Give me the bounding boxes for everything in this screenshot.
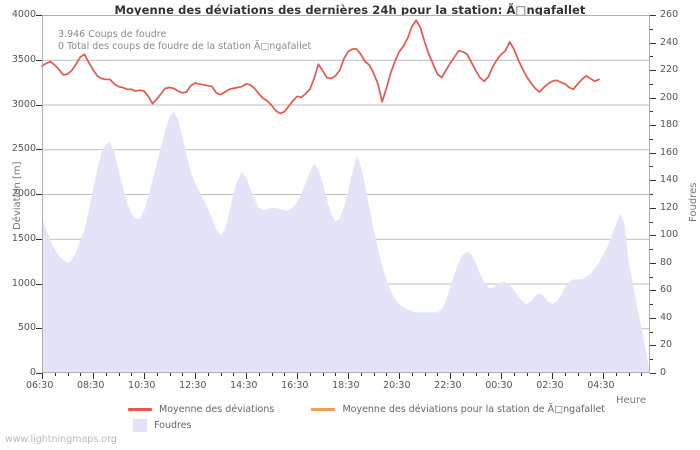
y-axis-right-tick-40: 40 (660, 311, 673, 323)
y-axis-right-tick-140: 140 (660, 174, 679, 186)
y-axis-left-tick-4000: 4000 (11, 9, 36, 20)
x-axis-tick-2030: 20:30 (383, 380, 411, 391)
legend-item-strikes[interactable]: Foudres (128, 415, 191, 434)
y-axis-right-title: Foudres (688, 182, 699, 222)
x-axis-tick-0230: 02:30 (536, 380, 564, 391)
y-axis-left-tick-2500: 2500 (11, 143, 36, 155)
x-axis-title: Heure (616, 395, 647, 406)
y-axis-left-tick-1500: 1500 (11, 232, 36, 244)
y-axis-right-tick-180: 180 (660, 119, 679, 131)
y-axis-right-tick-260: 260 (660, 9, 679, 20)
y-axis-left-title: Déviation [m] (12, 161, 23, 230)
y-axis-left-tick-1000: 1000 (11, 277, 36, 289)
y-axis-right-tick-200: 200 (660, 91, 679, 103)
y-axis-right-tick-0: 0 (660, 367, 667, 378)
x-axis-tick-1230: 12:30 (179, 380, 207, 391)
legend-item-deviation[interactable]: Moyenne des déviations (128, 399, 274, 418)
x-axis-tick-1030: 10:30 (128, 380, 156, 391)
y-axis-right-tick-120: 120 (660, 201, 679, 213)
y-axis-right-tick-220: 220 (660, 64, 679, 76)
chart-title: Moyenne des déviations des dernières 24h… (114, 3, 586, 17)
legend-label-strikes: Foudres (154, 420, 192, 431)
x-axis-tick-1630: 16:30 (281, 380, 309, 391)
x-axis-tick-0430: 04:30 (587, 380, 615, 391)
legend-item-station-deviation[interactable]: Moyenne des déviations pour la station d… (311, 399, 605, 418)
legend-label-station-deviation: Moyenne des déviations pour la station d… (342, 404, 606, 415)
y-axis-left-tick-0: 0 (29, 367, 36, 378)
legend-label-deviation: Moyenne des déviations (159, 404, 275, 415)
x-axis-tick-2230: 22:30 (434, 380, 462, 391)
watermark: www.lightningmaps.org (5, 434, 117, 445)
y-axis-left-tick-2000: 2000 (11, 188, 36, 199)
y-axis-right-tick-60: 60 (660, 284, 673, 296)
chart-legend: Moyenne des déviations Moyenne des dévia… (0, 396, 700, 432)
x-axis-tick-0030: 00:30 (485, 380, 513, 391)
y-axis-right-tick-80: 80 (660, 256, 673, 268)
legend-swatch-area-strikes (133, 419, 147, 432)
x-axis-tick-1830: 18:30 (332, 380, 360, 391)
legend-swatch-line-deviation (128, 408, 152, 411)
y-axis-right-tick-240: 240 (660, 36, 679, 48)
x-axis-tick-0830: 08:30 (77, 380, 105, 391)
annotation-strike-count: 3.946 Coups de foudre (58, 29, 167, 40)
y-axis-left-tick-500: 500 (17, 322, 36, 334)
y-axis-right-tick-160: 160 (660, 146, 679, 158)
y-axis-left-tick-3000: 3000 (11, 98, 36, 110)
y-axis-right-tick-100: 100 (660, 229, 679, 241)
annotation-station-total: 0 Total des coups de foudre de la statio… (58, 41, 312, 52)
y-axis-left-tick-3500: 3500 (11, 53, 36, 65)
x-axis-tick-0630: 06:30 (26, 380, 54, 391)
y-axis-right-tick-20: 20 (660, 339, 673, 351)
legend-swatch-line-station (311, 408, 336, 411)
x-axis-tick-1430: 14:30 (230, 380, 258, 391)
